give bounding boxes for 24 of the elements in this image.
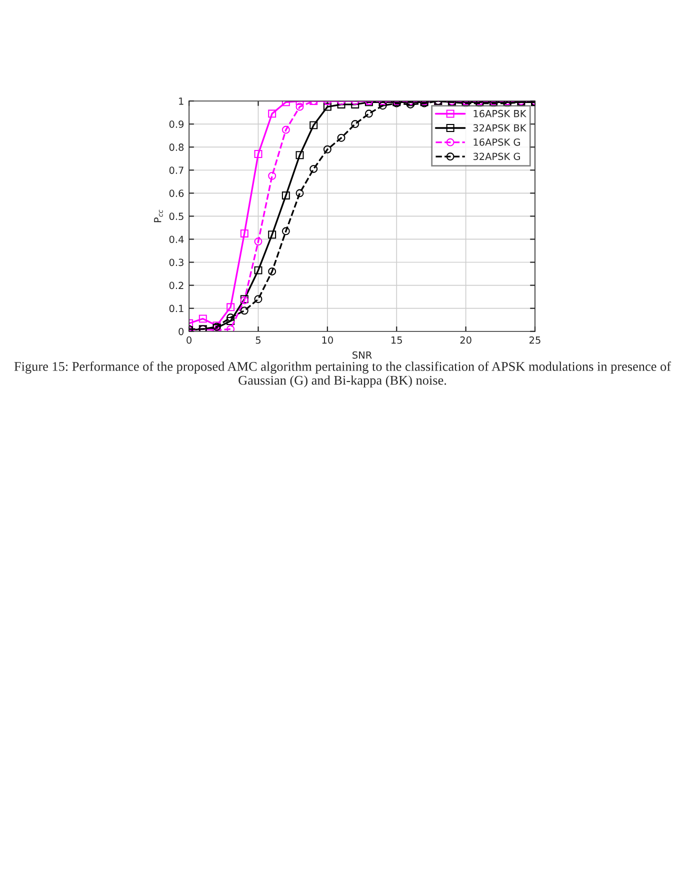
legend-label: 32APSK BK (473, 124, 526, 132)
x-tick-label: 20 (460, 336, 472, 344)
y-axis-title: P$_{cc}$ (154, 210, 163, 222)
y-tick-label: 0.6 (169, 190, 184, 197)
x-tick-label: 25 (530, 336, 540, 344)
x-tick-label: 10 (322, 336, 333, 344)
legend-label: 32APSK G (473, 152, 520, 160)
y-tick-label: 0.9 (169, 120, 184, 128)
y-tick-label: 0.4 (169, 236, 184, 244)
x-tick-label: 5 (256, 336, 260, 344)
x-axis-title: SNR (352, 351, 372, 359)
y-tick-label: 1 (179, 98, 184, 105)
x-tick-label: 0 (186, 336, 192, 344)
x-tick-label: 15 (391, 336, 402, 344)
y-tick-label: 0.2 (169, 282, 184, 290)
y-tick-label: 0.8 (169, 144, 184, 151)
y-tick-label: 0.3 (169, 258, 184, 266)
legend-label: 16APSK G (474, 138, 520, 146)
y-tick-label: 0.1 (169, 304, 184, 312)
y-tick-label: 0 (178, 328, 184, 336)
caption: Figure 15: Performance of the proposed AMC algorithm pertaining to the classification of APSK modulations in presence of Gaussian (G) and Bi-kappa (BK) noise. (14, 361, 672, 388)
legend-label: 16APSK BK (474, 110, 526, 118)
y-tick-label: 0.7 (169, 166, 184, 174)
y-tick-label: 0.5 (169, 212, 184, 220)
